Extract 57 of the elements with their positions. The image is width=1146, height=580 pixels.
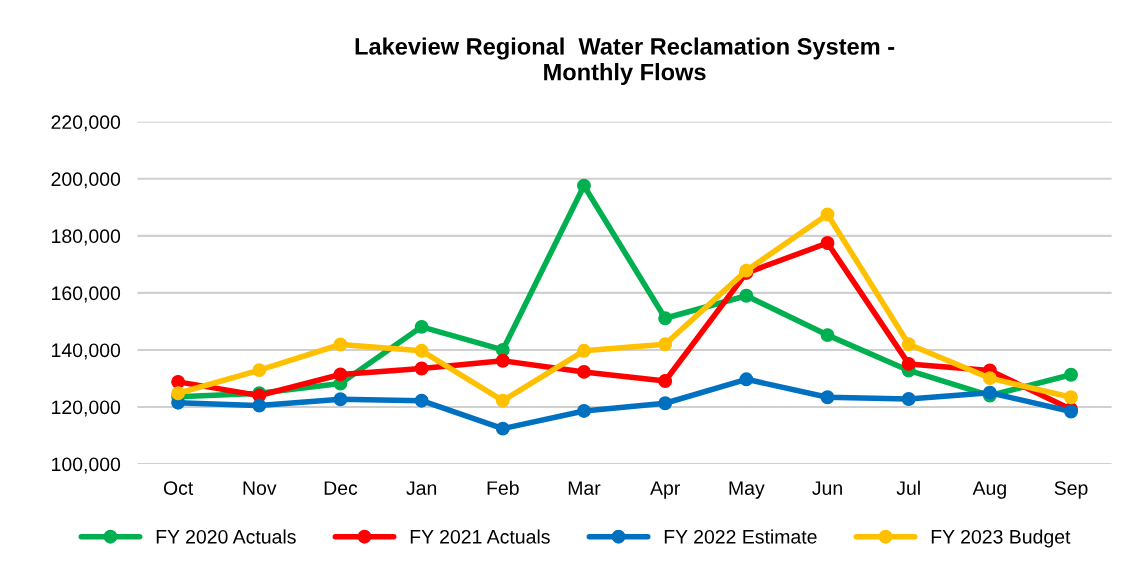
point [333, 367, 348, 382]
point [577, 404, 591, 418]
x-tick-label: Oct [163, 481, 194, 495]
chart-title: Lakeview Regional Water Reclamation System - Monthly Flows [355, 37, 895, 86]
point [820, 207, 835, 222]
x-tick-label: May [729, 481, 765, 499]
x-tick-label: Apr [650, 481, 680, 499]
y-tick-label: 180,000 [52, 229, 121, 246]
legend-label: FY 2023 Budget [931, 529, 1071, 548]
point [1064, 390, 1078, 405]
point [982, 371, 997, 386]
point [820, 236, 835, 250]
x-tick-label: Jul [896, 480, 920, 495]
x-tick-label: Jan [406, 481, 437, 495]
y-tick-label: 120,000 [52, 400, 121, 417]
point [414, 343, 429, 358]
point [414, 361, 429, 376]
point [901, 337, 916, 352]
legend-label: FY 2020 Actuals [156, 529, 296, 544]
x-tick-label: Nov [243, 481, 277, 495]
point [414, 393, 429, 408]
legend-label: FY 2021 Actuals [410, 529, 550, 544]
point [495, 353, 510, 368]
point [658, 374, 673, 388]
x-tick-label: Sep [1054, 481, 1088, 499]
point [333, 392, 348, 407]
point [171, 374, 186, 389]
point [577, 364, 591, 379]
point [820, 328, 835, 343]
point [739, 288, 754, 303]
x-tick-label: Dec [324, 481, 358, 495]
x-tick-label: Aug [972, 481, 1006, 499]
point [333, 337, 348, 352]
point [1064, 367, 1078, 382]
point [577, 343, 591, 358]
y-tick-label: 220,000 [51, 115, 121, 132]
point [414, 319, 429, 334]
point [495, 393, 510, 408]
point [658, 311, 673, 326]
point [739, 372, 754, 387]
x-tick-label: Mar [568, 481, 601, 495]
point [495, 421, 510, 436]
point [658, 337, 673, 352]
point [901, 356, 916, 371]
point [252, 363, 267, 378]
point [252, 398, 267, 413]
point [820, 390, 835, 405]
legend-label: FY 2022 Estimate [664, 529, 817, 544]
y-tick-label: 160,000 [52, 286, 121, 303]
point [577, 178, 591, 193]
point [901, 392, 916, 406]
x-tick-label: Jun [812, 481, 842, 495]
y-tick-label: 140,000 [52, 343, 121, 360]
point [658, 396, 673, 411]
y-tick-label: 100,000 [52, 457, 121, 474]
x-tick-label: Feb [487, 480, 519, 495]
y-tick-label: 200,000 [51, 172, 121, 189]
